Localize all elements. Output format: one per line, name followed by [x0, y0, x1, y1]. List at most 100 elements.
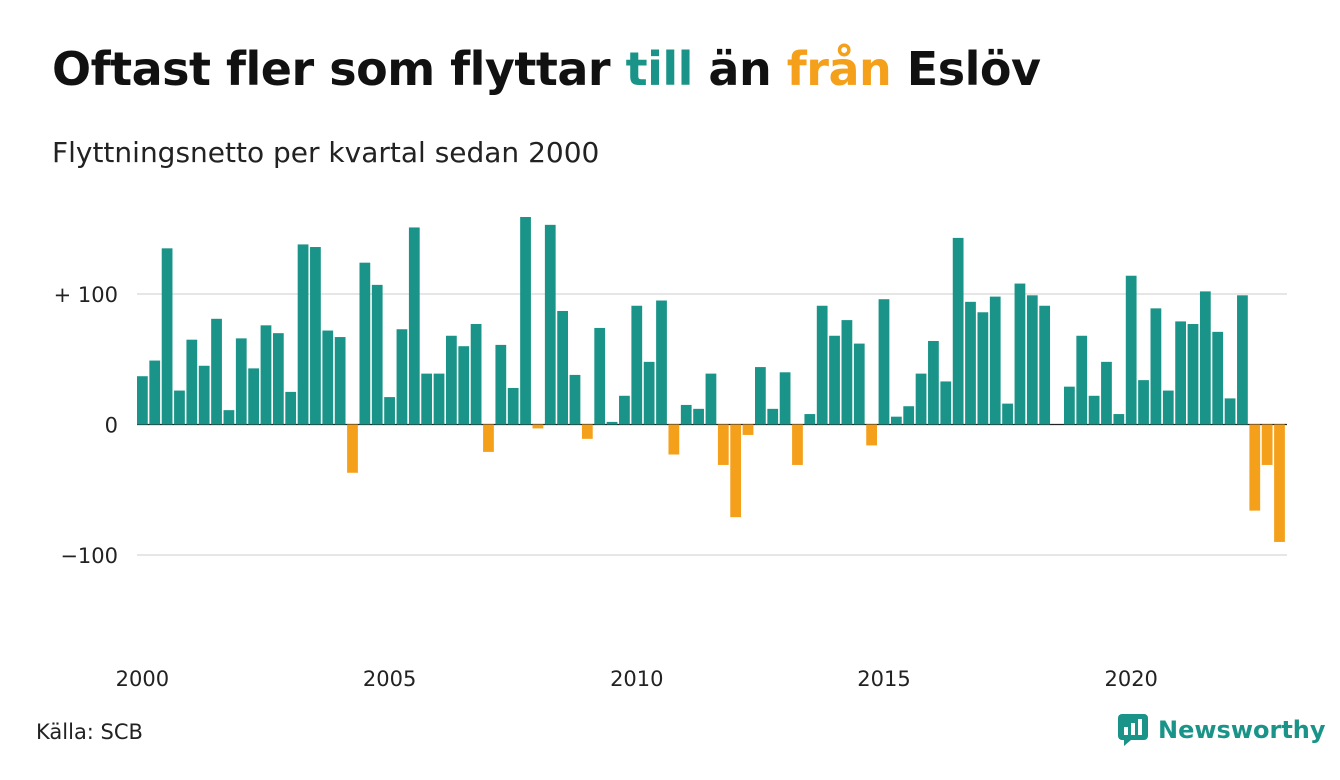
brand-logo[interactable]: Newsworthy — [1118, 714, 1326, 746]
bar — [1274, 424, 1285, 542]
bar — [520, 217, 531, 425]
bar — [285, 391, 297, 425]
bar — [1138, 380, 1149, 425]
bar — [495, 344, 507, 425]
bar — [952, 237, 964, 425]
bar — [915, 373, 927, 425]
bar — [717, 424, 729, 465]
bar — [1014, 283, 1026, 425]
labels-layer: + 100 0 −100 2000 2005 2010 2015 2020 — [54, 283, 1158, 691]
bar — [359, 262, 371, 425]
bar — [940, 381, 952, 425]
x-tick-label: 2020 — [1104, 667, 1157, 691]
bar — [668, 424, 680, 455]
bar — [174, 390, 185, 425]
bar — [421, 373, 433, 425]
bar-chart: + 100 0 −100 2000 2005 2010 2015 2020 — [54, 217, 1287, 691]
bar — [1088, 395, 1100, 425]
bar — [755, 367, 766, 425]
title-part1: Oftast fler som flyttar — [52, 42, 626, 96]
bar — [841, 320, 853, 425]
bar — [1101, 361, 1112, 425]
bar — [483, 424, 494, 452]
bar — [965, 301, 976, 425]
bar — [656, 300, 667, 425]
bar — [606, 421, 618, 425]
bar — [272, 333, 284, 425]
x-tick-label: 2010 — [610, 667, 663, 691]
bar — [384, 397, 395, 425]
bar — [1002, 403, 1013, 425]
bar — [371, 284, 383, 425]
bar — [903, 406, 915, 425]
bar — [297, 244, 309, 425]
bar — [1212, 331, 1224, 425]
bar — [334, 337, 346, 425]
bar — [1237, 295, 1248, 425]
bar — [507, 387, 519, 425]
bar — [829, 335, 840, 425]
bar — [161, 248, 173, 425]
bar — [631, 305, 643, 425]
x-tick-label: 2005 — [363, 667, 416, 691]
bar — [1162, 390, 1174, 425]
bar — [1076, 335, 1088, 425]
bar — [149, 360, 161, 425]
bar — [581, 424, 593, 439]
bar — [792, 424, 803, 465]
bar — [248, 368, 259, 425]
title-till: till — [625, 42, 694, 96]
bar — [1113, 414, 1125, 425]
bar — [742, 424, 754, 435]
chart-title: Oftast fler som flyttar till än från Esl… — [52, 42, 1041, 96]
bar — [1224, 398, 1236, 425]
bar — [186, 339, 198, 425]
bar — [594, 327, 606, 425]
bar — [544, 224, 556, 425]
bar — [1199, 291, 1211, 425]
bar — [1261, 424, 1273, 465]
bar — [890, 416, 902, 425]
y-tick-label: + 100 — [54, 283, 118, 307]
bar — [458, 346, 470, 425]
bar — [137, 376, 148, 425]
bars-layer — [137, 217, 1285, 542]
title-fran: från — [786, 42, 892, 96]
bar — [260, 325, 272, 425]
bar — [643, 361, 655, 425]
bar — [569, 374, 581, 425]
bar — [928, 340, 939, 425]
title-part3: Eslöv — [891, 42, 1041, 96]
bar — [235, 338, 247, 425]
bar — [989, 296, 1001, 425]
x-tick-label: 2000 — [116, 667, 169, 691]
bar — [977, 312, 989, 425]
bar — [804, 414, 816, 425]
bar — [532, 424, 544, 429]
bar — [1249, 424, 1261, 511]
bar — [211, 318, 222, 425]
newsworthy-logo-icon — [1118, 714, 1148, 746]
bar — [1039, 305, 1051, 425]
title-part2: än — [692, 42, 787, 96]
bar — [1150, 308, 1162, 425]
bar — [816, 305, 828, 425]
x-tick-label: 2015 — [857, 667, 910, 691]
bar — [878, 299, 890, 425]
y-tick-label: −100 — [60, 544, 118, 568]
bar — [853, 343, 865, 425]
bar — [866, 424, 877, 446]
brand-name: Newsworthy — [1158, 716, 1326, 744]
bar — [396, 329, 408, 425]
y-tick-label: 0 — [105, 414, 118, 438]
bar — [693, 408, 704, 425]
bar — [1187, 324, 1199, 425]
bar — [705, 373, 717, 425]
bar — [310, 247, 321, 425]
bar — [198, 365, 210, 425]
bar — [767, 408, 779, 425]
bar — [1064, 386, 1075, 425]
bar — [1175, 321, 1186, 425]
bar — [446, 335, 457, 425]
source-label: Källa: SCB — [36, 720, 143, 744]
